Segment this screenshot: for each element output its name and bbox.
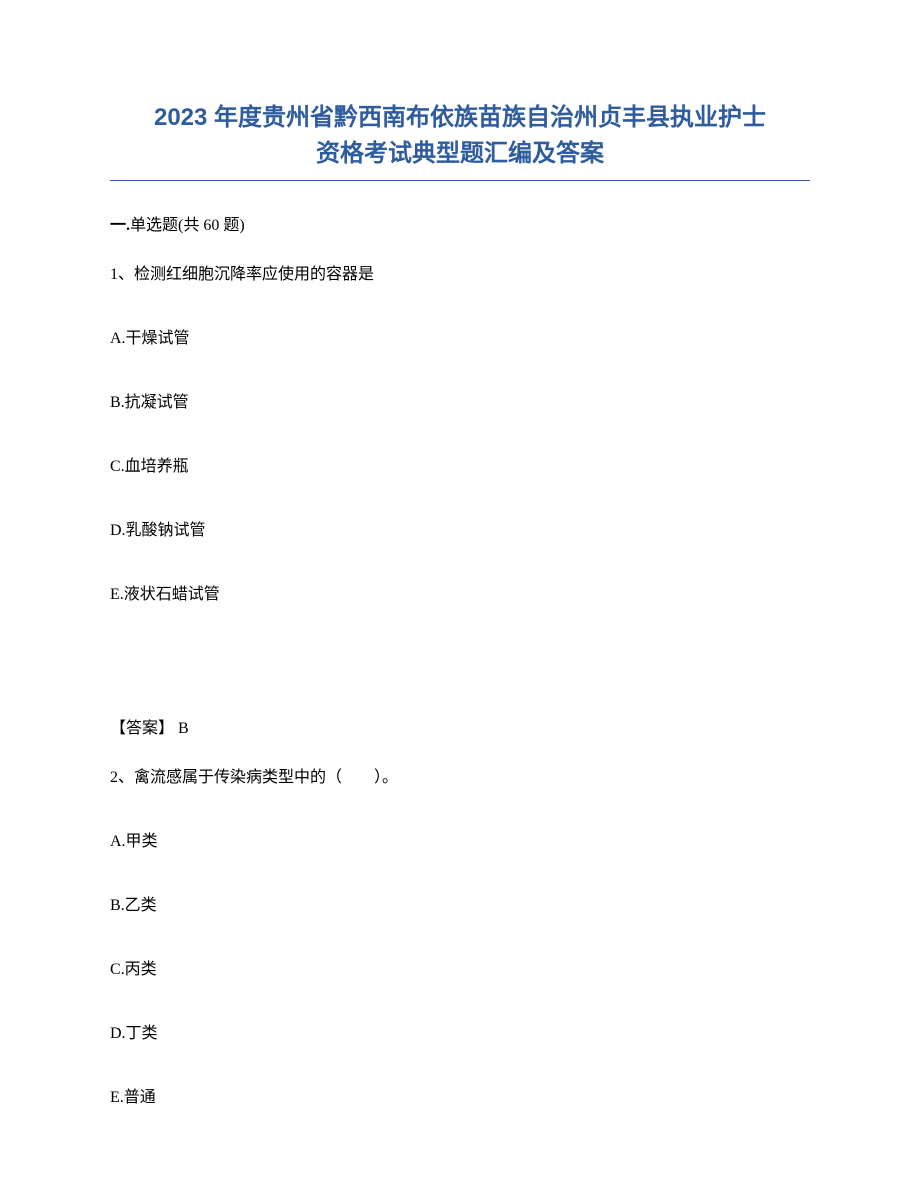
question-1-option-b: B.抗凝试管 [110,388,810,412]
question-1-option-c: C.血培养瓶 [110,452,810,476]
question-1-option-a: A.干燥试管 [110,324,810,348]
question-1-option-d: D.乳酸钠试管 [110,516,810,540]
question-2-number: 2、 [110,769,134,786]
section-header: 一.单选题(共 60 题) [110,211,810,235]
answer-label: 【答案】 [110,720,174,737]
question-1-answer: 【答案】 B [110,714,810,738]
question-2-body: 禽流感属于传染病类型中的（ ）。 [134,769,398,786]
question-1-option-e: E.液状石蜡试管 [110,580,810,604]
question-1-number: 1、 [110,266,134,283]
answer-value: B [174,720,189,737]
question-1-body: 检测红细胞沉降率应使用的容器是 [134,266,374,283]
question-2-option-c: C.丙类 [110,955,810,979]
document-title: 2023 年度贵州省黔西南布依族苗族自治州贞丰县执业护士 资格考试典型题汇编及答… [110,100,810,181]
title-line-2: 资格考试典型题汇编及答案 [316,140,604,167]
title-line-1: 2023 年度贵州省黔西南布依族苗族自治州贞丰县执业护士 [154,104,766,131]
question-2-option-d: D.丁类 [110,1019,810,1043]
section-number: 一. [110,217,130,234]
question-2-option-a: A.甲类 [110,827,810,851]
question-1-text: 1、检测红细胞沉降率应使用的容器是 [110,260,810,284]
question-2-option-b: B.乙类 [110,891,810,915]
question-2-option-e: E.普通 [110,1083,810,1107]
section-text: 单选题(共 60 题) [130,217,245,234]
question-2-text: 2、禽流感属于传染病类型中的（ ）。 [110,763,810,787]
